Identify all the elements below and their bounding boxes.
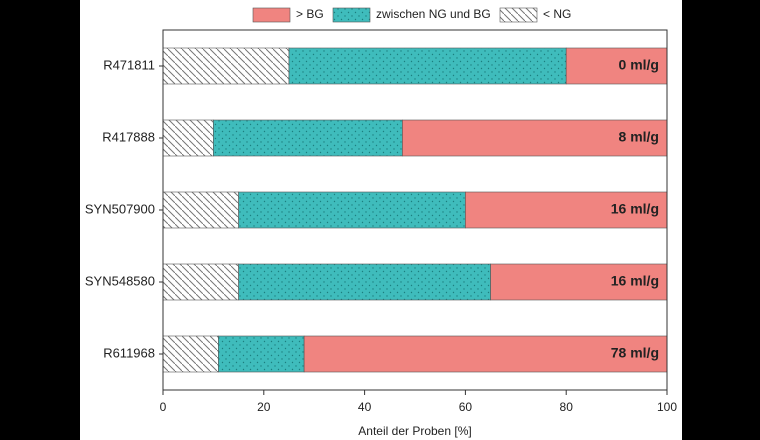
category-label: R471811 [103,57,155,72]
x-tick-label: 100 [657,400,677,414]
bar-segment [490,263,668,301]
bar-annotation: 0 ml/g [619,57,659,73]
category-label: SYN507900 [85,201,155,216]
bar-segment [162,47,290,85]
x-tick-label: 40 [358,400,372,414]
bar-annotation: 16 ml/g [611,273,659,289]
bar-segment [162,335,219,373]
bar-annotation: 8 ml/g [619,129,659,145]
bar-segment [162,263,239,301]
legend-swatch [252,7,291,23]
bar-segment [288,47,567,85]
legend-swatch [332,7,371,23]
bar-segment [465,191,668,229]
category-label: SYN548580 [85,273,155,288]
bar-annotation: 78 ml/g [611,345,659,361]
bar-segment [238,263,491,301]
category-label: R417888 [102,129,155,144]
bar-segment [162,119,214,157]
bar-segment [565,47,668,85]
bar-segment [402,119,668,157]
legend-label: > BG [296,7,324,21]
legend-swatch [499,7,538,23]
category-label: R611968 [103,345,155,360]
bar-annotation: 16 ml/g [611,201,659,217]
legend-label: < NG [543,7,571,21]
x-tick-label: 60 [459,400,473,414]
x-tick-label: 0 [160,400,167,414]
x-tick-label: 80 [560,400,574,414]
legend-label: zwischen NG und BG [376,7,491,21]
bar-segment [303,335,668,373]
bar-segment [213,119,403,157]
side-band [682,0,760,440]
bar-segment [218,335,305,373]
plot-frame [162,29,668,391]
side-band [0,0,80,440]
x-axis-title: Anteil der Proben [%] [358,424,471,438]
bar-segment [162,191,239,229]
bar-segment [238,191,466,229]
x-tick-label: 20 [257,400,271,414]
